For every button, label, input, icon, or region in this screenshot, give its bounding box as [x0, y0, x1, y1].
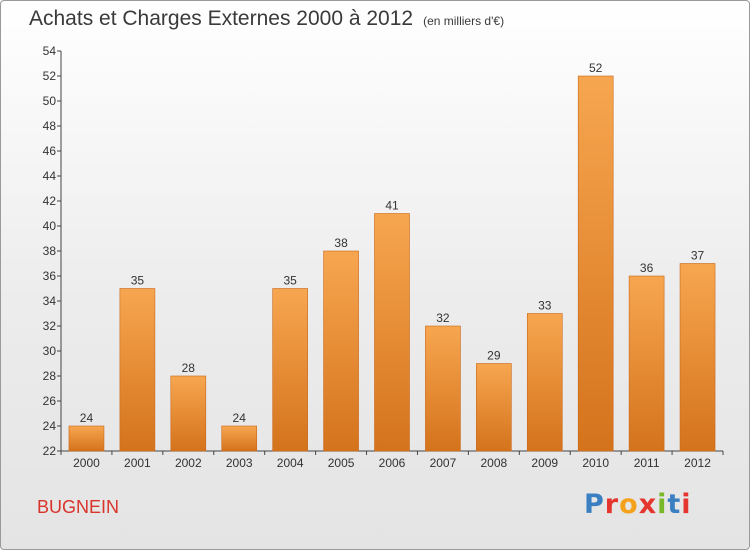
y-tick-label: 26 — [43, 394, 57, 408]
data-label-2001: 35 — [131, 274, 145, 288]
bar-2009[interactable] — [526, 313, 563, 452]
data-label-2010: 52 — [589, 61, 603, 75]
bars — [68, 75, 716, 452]
data-label-2011: 36 — [640, 261, 654, 275]
bar-2007[interactable] — [425, 325, 461, 452]
bar-2002[interactable] — [170, 375, 207, 452]
y-tick-label: 36 — [43, 269, 57, 283]
x-tick-label: 2009 — [531, 456, 558, 470]
bar-2008[interactable] — [476, 363, 512, 452]
data-label-2009: 33 — [538, 299, 552, 313]
logo-letter: i — [657, 489, 668, 520]
commune-name: BUGNEIN — [37, 497, 120, 517]
y-tick-label: 34 — [43, 294, 57, 308]
y-tick-label: 46 — [43, 144, 57, 158]
x-tick-label: 2003 — [226, 456, 253, 470]
x-tick-label: 2006 — [379, 456, 406, 470]
y-tick-label: 24 — [43, 419, 57, 433]
y-tick-label: 28 — [43, 369, 57, 383]
y-tick-label: 48 — [43, 119, 57, 133]
y-axis: 22 24 26 28 30 32 34 36 38 40 42 44 46 48 50 52 54 — [43, 44, 62, 458]
data-label-2008: 29 — [487, 349, 501, 363]
bar-2001[interactable] — [119, 288, 156, 452]
bar-2010[interactable] — [577, 75, 614, 452]
proxiti-logo[interactable]: Proxiti — [584, 489, 692, 520]
x-tick-label: 2001 — [124, 456, 151, 470]
logo-letter: P — [584, 489, 605, 520]
bar-2006[interactable] — [374, 213, 410, 452]
bar-2012[interactable] — [679, 263, 716, 452]
x-tick-label: 2005 — [328, 456, 355, 470]
chart-title-text: Achats et Charges Externes 2000 à 2012 — [29, 7, 414, 30]
data-label-2006: 41 — [385, 199, 399, 213]
chart-unit-label: (en milliers d'€) — [423, 14, 505, 28]
y-tick-label: 54 — [43, 44, 57, 58]
x-tick-label: 2008 — [480, 456, 507, 470]
logo-letter: o — [619, 489, 639, 520]
y-tick-label: 40 — [43, 219, 57, 233]
data-label-2005: 38 — [334, 236, 348, 250]
x-tick-label: 2000 — [73, 456, 100, 470]
x-tick-label: 2010 — [582, 456, 609, 470]
bar-2000[interactable] — [68, 425, 105, 452]
bar-2005[interactable] — [323, 250, 359, 452]
x-tick-label: 2012 — [684, 456, 711, 470]
data-label-2000: 24 — [80, 411, 94, 425]
x-tick-label: 2011 — [634, 456, 660, 470]
y-tick-label: 52 — [43, 69, 57, 83]
data-label-2007: 32 — [436, 311, 450, 325]
chart-title: Achats et Charges Externes 2000 à 2012 (e… — [29, 7, 504, 31]
x-tick-label: 2002 — [175, 456, 202, 470]
y-tick-label: 50 — [43, 94, 57, 108]
logo-letter: r — [604, 489, 620, 520]
x-tick-label: 2007 — [430, 456, 457, 470]
data-label-2002: 28 — [182, 361, 196, 375]
bar-2004[interactable] — [272, 288, 308, 452]
y-tick-label: 32 — [43, 319, 57, 333]
bar-2003[interactable] — [221, 425, 258, 452]
x-axis: 2000 2001 2002 2003 2004 2005 2006 2007 2008 2009… — [60, 450, 724, 470]
data-label-2012: 37 — [691, 249, 705, 263]
data-labels: 24 35 28 24 35 38 41 32 29 33 52 36 37 — [80, 61, 705, 425]
y-tick-label: 22 — [43, 444, 57, 458]
logo-letter: t — [667, 489, 682, 520]
y-tick-label: 44 — [43, 169, 57, 183]
x-tick-label: 2004 — [277, 456, 304, 470]
logo-letter: i — [681, 489, 692, 520]
y-tick-label: 42 — [43, 194, 57, 208]
bar-2011[interactable] — [628, 275, 665, 452]
y-tick-label: 38 — [43, 244, 57, 258]
y-tick-label: 30 — [43, 344, 57, 358]
logo-letter: x — [638, 489, 658, 520]
data-label-2003: 24 — [233, 411, 247, 425]
data-label-2004: 35 — [283, 274, 297, 288]
